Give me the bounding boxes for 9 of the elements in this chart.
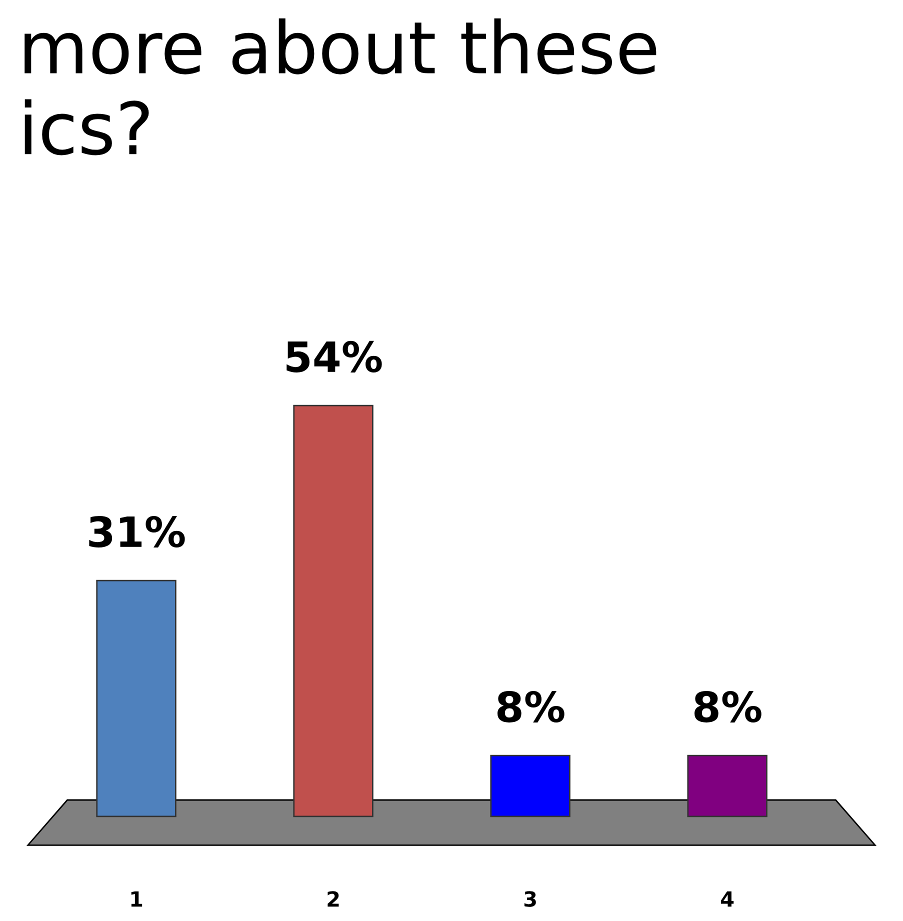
x-tick-label: 2: [328, 891, 339, 907]
data-label: 8%: [694, 690, 762, 722]
x-tick-label: 1: [131, 891, 142, 907]
x-tick-label: 4: [721, 891, 734, 907]
data-label: 54%: [286, 340, 382, 372]
x-tick-label: 3: [524, 891, 536, 907]
chart-title: more about these ics?: [24, 18, 656, 156]
data-label: 8%: [497, 690, 564, 722]
data-label: 31%: [89, 516, 185, 548]
